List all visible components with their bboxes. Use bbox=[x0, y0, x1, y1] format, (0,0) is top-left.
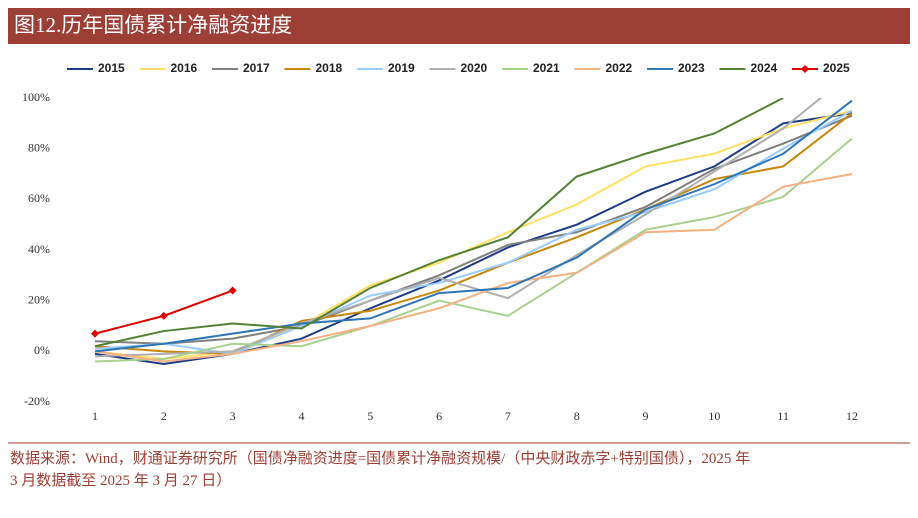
x-tick-label: 3 bbox=[230, 409, 236, 423]
legend-label: 2022 bbox=[606, 61, 633, 75]
x-tick-label: 10 bbox=[708, 409, 720, 423]
legend-label: 2017 bbox=[243, 61, 270, 75]
point-marker bbox=[91, 329, 99, 338]
x-tick-label: 12 bbox=[846, 409, 858, 423]
legend-label: 2015 bbox=[98, 61, 125, 75]
legend-marker bbox=[801, 65, 809, 73]
point-marker bbox=[228, 286, 237, 295]
x-tick-label: 2 bbox=[161, 409, 167, 423]
y-tick-label: 0% bbox=[34, 343, 50, 357]
y-tick-label: 40% bbox=[28, 242, 50, 256]
footnote: 3 月数据截至 2025 年 3 月 27 日） bbox=[10, 472, 231, 489]
legend-label: 2020 bbox=[461, 61, 488, 75]
series-line bbox=[94, 98, 823, 358]
series-line bbox=[94, 99, 853, 353]
x-tick-label: 8 bbox=[574, 409, 580, 423]
series-line bbox=[94, 112, 853, 355]
series-line bbox=[94, 114, 853, 345]
legend-label: 2019 bbox=[388, 61, 415, 75]
x-tick-label: 11 bbox=[777, 409, 789, 423]
x-tick-label: 7 bbox=[505, 409, 511, 423]
footnote: 数据来源：Wind，财通证券研究所（国债净融资进度=国债累计净融资规模/（中央财… bbox=[10, 450, 750, 467]
plot-area bbox=[91, 98, 853, 366]
legend-label: 2024 bbox=[751, 61, 778, 75]
y-tick-label: 100% bbox=[22, 90, 50, 104]
point-marker bbox=[159, 311, 168, 320]
y-tick-label: 80% bbox=[28, 140, 50, 154]
series-line bbox=[94, 137, 853, 363]
chart-title: 图12.历年国债累计净融资进度 bbox=[14, 13, 292, 37]
legend-label: 2018 bbox=[316, 61, 343, 75]
series-line bbox=[94, 109, 853, 355]
title-bar bbox=[8, 8, 910, 44]
legend-label: 2016 bbox=[171, 61, 198, 75]
legend-label: 2021 bbox=[533, 61, 560, 75]
series-line bbox=[94, 98, 784, 348]
legend-label: 2025 bbox=[823, 61, 850, 75]
x-tick-label: 5 bbox=[367, 409, 373, 423]
y-tick-label: -20% bbox=[24, 394, 50, 408]
legend-label: 2023 bbox=[678, 61, 705, 75]
y-tick-label: 20% bbox=[28, 292, 50, 306]
series-line bbox=[94, 109, 853, 360]
x-tick-label: 1 bbox=[92, 409, 98, 423]
x-tick-label: 4 bbox=[298, 409, 304, 423]
x-tick-label: 9 bbox=[643, 409, 649, 423]
x-tick-label: 6 bbox=[436, 409, 442, 423]
y-tick-label: 60% bbox=[28, 191, 50, 205]
series-line bbox=[94, 173, 853, 363]
